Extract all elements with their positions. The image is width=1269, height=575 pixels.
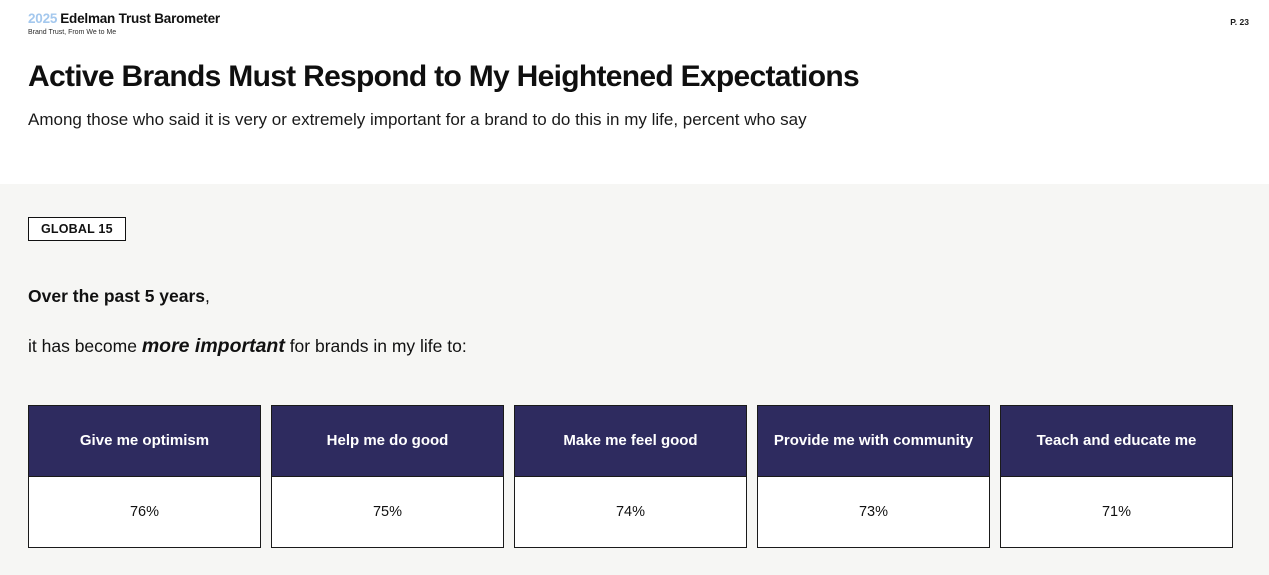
logo-brand: Edelman Trust Barometer [60, 11, 220, 26]
statement-line-2: it has become more important for brands … [28, 335, 1233, 358]
top-band: 2025 Edelman Trust Barometer Brand Trust,… [0, 0, 1269, 184]
statement-line-1: Over the past 5 years, [28, 286, 1233, 307]
stat-card-value: 74% [615, 504, 646, 520]
stat-cards-row: Give me optimism 76% Help me do good 75%… [28, 405, 1233, 548]
page-number: P. 23 [1230, 17, 1249, 27]
global-scope-badge: GLOBAL 15 [28, 217, 126, 241]
edelman-logo: 2025 Edelman Trust Barometer Brand Trust,… [28, 11, 220, 36]
stat-card-value: 76% [129, 504, 160, 520]
stat-card-value: 71% [1101, 504, 1132, 520]
statement-line2-pre: it has become [28, 336, 142, 356]
stat-card-header: Help me do good [272, 406, 503, 477]
statement-line2-post: for brands in my life to: [284, 336, 467, 356]
stat-card-provide-me-with-community: Provide me with community 73% [757, 405, 990, 548]
stat-card-help-me-do-good: Help me do good 75% [271, 405, 504, 548]
logo-tagline: Brand Trust, From We to Me [28, 28, 117, 36]
stat-card-teach-and-educate-me: Teach and educate me 71% [1000, 405, 1233, 548]
stat-card-header: Make me feel good [515, 406, 746, 477]
slide-title: Active Brands Must Respond to My Heighte… [28, 59, 860, 93]
stat-card-give-me-optimism: Give me optimism 76% [28, 405, 261, 548]
statement-line1-rest: , [205, 286, 210, 306]
logo-year: 2025 [28, 11, 58, 26]
chart-section: GLOBAL 15 Over the past 5 years, it has … [0, 184, 1269, 575]
stat-card-value: 73% [858, 504, 889, 520]
logo-title: 2025 Edelman Trust Barometer [28, 11, 220, 27]
stat-card-header: Teach and educate me [1001, 406, 1232, 477]
stat-card-make-me-feel-good: Make me feel good 74% [514, 405, 747, 548]
masthead: 2025 Edelman Trust Barometer Brand Trust,… [28, 11, 1253, 36]
slide-subtitle: Among those who said it is very or extre… [28, 109, 807, 129]
stat-card-value: 75% [372, 504, 403, 520]
statement-line2-emphasis: more important [141, 335, 285, 357]
statement-line1-bold: Over the past 5 years [28, 286, 206, 306]
stat-card-header: Give me optimism [29, 406, 260, 477]
stat-card-header: Provide me with community [758, 406, 989, 477]
